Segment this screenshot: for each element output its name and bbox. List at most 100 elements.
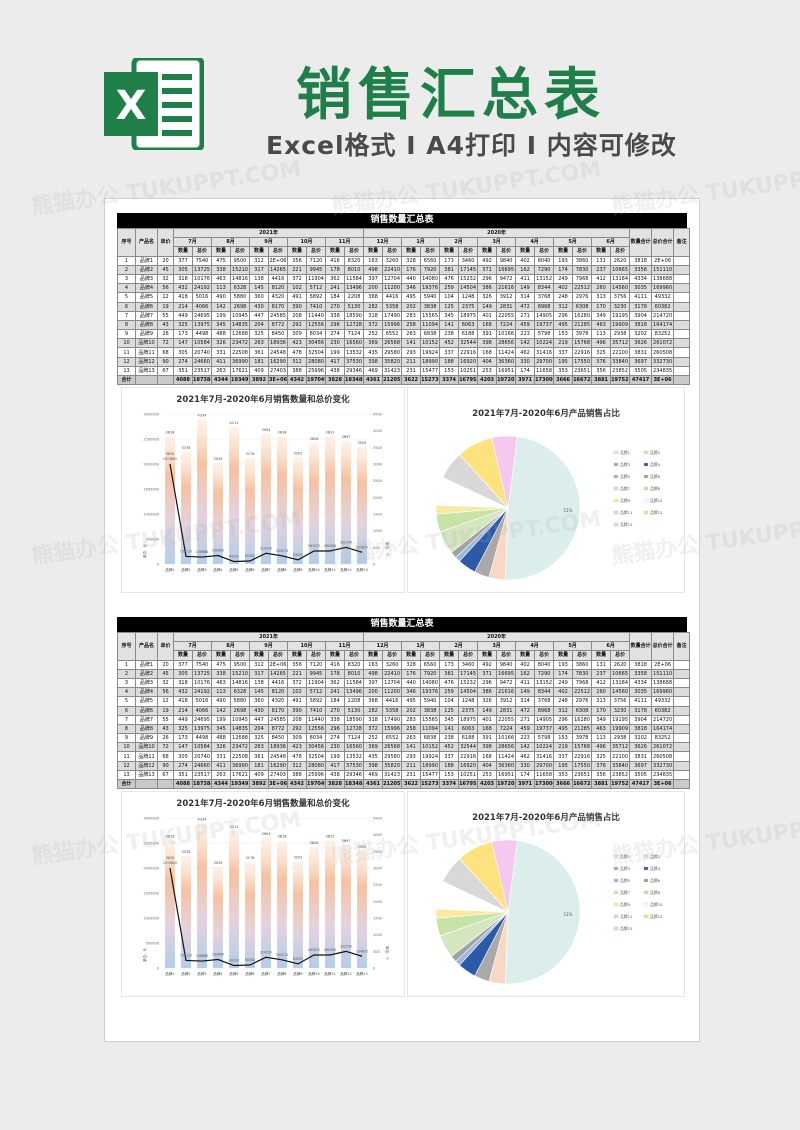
table-cell — [673, 310, 691, 321]
table-cell: 2698 — [230, 705, 250, 716]
table-cell: 品牌1 — [135, 255, 158, 266]
table-cell: 16280 — [572, 714, 593, 725]
table-cell: 35712 — [610, 742, 631, 753]
table-cell: 478 — [287, 751, 307, 762]
table-cell: 381 — [439, 264, 460, 275]
table-cell: 402 — [553, 687, 574, 698]
total-cell: 3892 — [249, 778, 269, 790]
table-cell: 32504 — [306, 347, 326, 358]
table-cell: 2375 — [458, 301, 479, 312]
bar — [229, 831, 239, 969]
table-cell: 5880 — [230, 696, 250, 707]
table-cell: 3035 — [629, 687, 653, 698]
y-right-tick: 2000 — [373, 900, 382, 904]
table-cell: 219 — [553, 742, 574, 753]
table-cell: 416 — [325, 255, 345, 266]
table-cell: 138688 — [651, 677, 675, 689]
table-cell: 248 — [553, 292, 574, 303]
table-cell: 326 — [477, 292, 498, 303]
y-left-label: 单位：元 — [142, 544, 147, 558]
table-cell: 472 — [515, 705, 536, 716]
col-header-total-qty: 数量合计 — [629, 632, 653, 661]
table-cell: 345 — [439, 714, 460, 725]
table-cell: 9 — [117, 329, 136, 340]
table-cell: 17145 — [458, 668, 479, 679]
sub-header-qty: 数量 — [439, 246, 460, 257]
table-cell: 271 — [515, 714, 536, 725]
table-cell: 8450 — [268, 733, 288, 744]
table-cell: 345 — [439, 310, 460, 321]
table-cell: 337 — [439, 751, 460, 762]
month-header: 9月 — [249, 641, 288, 652]
line-label: 3818 — [166, 856, 174, 860]
table-cell: 138 — [249, 273, 269, 285]
table-cell: 10584 — [192, 338, 212, 349]
sub-header-amt: 总价 — [192, 246, 212, 257]
table-cell: 品牌2 — [135, 668, 158, 679]
legend-label: 品牌1 — [620, 854, 631, 859]
table-cell: 24695 — [192, 310, 212, 321]
table-cell: 274 — [325, 733, 345, 744]
table-cell: 168 — [477, 347, 498, 358]
table-cell: 10176 — [192, 273, 212, 285]
bar-label: 4111 — [230, 825, 239, 829]
table-cell: 169960 — [651, 283, 675, 294]
table-cell: 199 — [325, 751, 345, 762]
combo-chart-title: 2021年7月-2020年6月销售数量和总价变化 — [176, 798, 350, 809]
table-cell: 402 — [515, 659, 536, 670]
table-row: 10 品牌10 72 147 10584 326 23472 263 18936 423 30456… — [117, 742, 691, 753]
table-cell: 258 — [401, 319, 422, 331]
table-cell: 249 — [553, 273, 574, 285]
table-row: 6 品牌6 19 214 4066 142 2698 430 8170 390 7410 270 513… — [117, 301, 691, 312]
table-cell: 11200 — [382, 283, 403, 294]
table-cell: 7290 — [534, 668, 555, 679]
table-cell: 153 — [439, 769, 460, 781]
table-cell: 349 — [591, 310, 612, 321]
table-cell: 12728 — [343, 723, 365, 735]
table-cell: 2208 — [343, 696, 365, 707]
table-cell: 10251 — [458, 365, 479, 377]
table-cell: 104 — [439, 292, 460, 303]
table-cell: 24585 — [268, 310, 288, 321]
table-cell: 14905 — [534, 714, 555, 725]
col-header-no: 序号 — [117, 228, 136, 257]
table-cell: 22512 — [572, 687, 593, 698]
table-cell: 402 — [515, 255, 536, 266]
table-cell: 360 — [249, 696, 269, 707]
table-cell: 230 — [325, 338, 345, 349]
excel-icon: X — [104, 58, 204, 150]
table-cell: 19737 — [534, 319, 555, 331]
table-cell: 2620 — [610, 659, 631, 670]
bar-label: 3505 — [358, 441, 367, 445]
bar — [245, 458, 255, 565]
table-cell: 4320 — [268, 292, 288, 303]
x-tick: 品牌7 — [261, 971, 270, 976]
line-label: 234835 — [356, 545, 368, 549]
col-header-total-amt: 总价合计 — [651, 632, 675, 661]
table-cell: 338 — [325, 714, 345, 725]
line-label: 138688 — [196, 550, 208, 554]
table-cell: 296 — [325, 319, 345, 331]
table-cell: 258 — [401, 723, 422, 735]
table-cell: 12556 — [306, 723, 326, 735]
table-cell: 3505 — [629, 769, 653, 781]
table-cell: 6063 — [458, 319, 479, 331]
summary-section-1: 销售数量汇总表 序号 产品名 单价 2021年 2020年 数量合计 总价合计 备注 7月 8月 9月… — [117, 213, 691, 597]
table-cell: 184 — [325, 292, 345, 303]
table-cell: 2 — [117, 264, 136, 275]
bar — [309, 443, 319, 565]
table-cell — [673, 705, 691, 716]
table-cell: 178 — [325, 668, 345, 679]
year-header-2021: 2021年 — [172, 631, 365, 643]
table-cell: 168 — [477, 723, 498, 735]
table-cell: 8450 — [268, 329, 288, 340]
bar — [197, 823, 207, 969]
total-row: 合计4088187384434419349138923E+06434219704… — [117, 778, 691, 790]
table-cell: 401 — [477, 714, 498, 725]
table-cell: 174 — [553, 264, 574, 275]
table-cell: 317 — [249, 264, 269, 275]
legend-label: 品牌12 — [650, 510, 663, 515]
table-cell: 37530 — [343, 760, 365, 771]
table-cell: 449 — [173, 714, 193, 725]
table-cell: 15565 — [420, 714, 441, 725]
